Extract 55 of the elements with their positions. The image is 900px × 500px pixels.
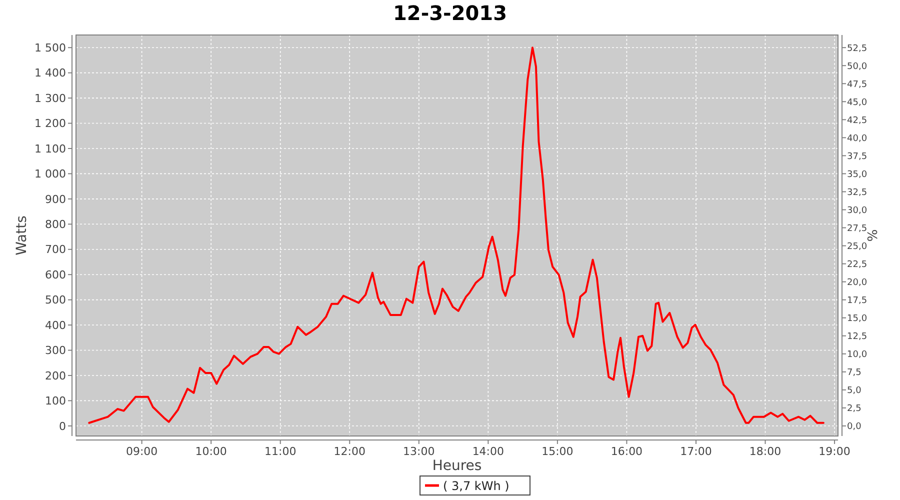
y2-tick-label: 0,0 (847, 422, 862, 432)
legend-label: ( 3,7 kWh ) (443, 479, 510, 493)
y2-tick-label: 35,0 (847, 170, 868, 180)
x-tick-label: 12:00 (334, 445, 366, 458)
y-tick-label: 0 (59, 420, 66, 433)
line-series (88, 46, 824, 424)
x-tick-label: 17:00 (680, 445, 712, 458)
y2-tick-label: 27,5 (847, 224, 868, 234)
y2-tick-label: 22,5 (847, 260, 868, 270)
y2-tick-label: 10,0 (847, 350, 868, 360)
y2-tick-label: 17,5 (847, 296, 868, 306)
x-tick-label: 18:00 (749, 445, 782, 458)
y2-tick-label: 47,5 (847, 80, 868, 90)
y2-tick-label: 2,5 (847, 404, 862, 414)
y-tick-label: 200 (45, 369, 66, 382)
y2-axis-title: % (866, 229, 881, 242)
y-tick-label: 1 300 (34, 92, 66, 105)
y2-tick-label: 5,0 (847, 386, 862, 396)
y2-tick-label: 42,5 (847, 116, 868, 126)
y2-tick-label: 12,5 (847, 332, 868, 342)
y2-tick-label: 15,0 (847, 314, 868, 324)
y-tick-label: 400 (45, 318, 66, 332)
y2-tick-label: 25,0 (847, 242, 868, 252)
y-tick-label: 500 (45, 294, 66, 307)
y2-tick-label: 52,5 (847, 44, 868, 54)
y-tick-label: 900 (45, 192, 66, 206)
x-tick-label: 09:00 (126, 445, 158, 458)
chart-title: 12-3-2013 (392, 1, 508, 25)
y-tick-label: 800 (45, 218, 66, 231)
x-tick-label: 16:00 (610, 445, 643, 458)
y-tick-label: 1 200 (34, 117, 66, 130)
y-tick-label: 1 100 (34, 142, 66, 156)
y-tick-label: 1 400 (34, 66, 66, 80)
x-tick-label: 10:00 (195, 445, 227, 458)
x-tick-label: 11:00 (264, 445, 296, 458)
x-tick-label: 14:00 (472, 445, 504, 458)
y2-tick-label: 50,0 (847, 62, 868, 72)
y2-tick-label: 32,5 (847, 188, 868, 198)
y-axis-title: Watts (14, 216, 30, 256)
x-tick-label: 13:00 (403, 445, 435, 458)
y-tick-label: 300 (45, 344, 66, 358)
y2-tick-label: 37,5 (847, 152, 868, 162)
x-axis-title: Heures (432, 458, 482, 474)
x-tick-label: 19:00 (818, 445, 850, 458)
y-tick-label: 600 (45, 268, 66, 282)
y2-tick-label: 40,0 (847, 134, 868, 144)
y2-tick-label: 30,0 (847, 206, 868, 216)
y2-tick-label: 7,5 (847, 368, 862, 378)
y-tick-label: 1 000 (34, 168, 66, 181)
y2-tick-label: 20,0 (847, 278, 868, 288)
y-tick-label: 700 (45, 243, 66, 256)
y2-tick-label: 45,0 (847, 98, 868, 108)
y-tick-label: 100 (45, 394, 66, 408)
y-tick-label: 1 500 (34, 41, 66, 54)
x-tick-label: 15:00 (542, 445, 574, 458)
